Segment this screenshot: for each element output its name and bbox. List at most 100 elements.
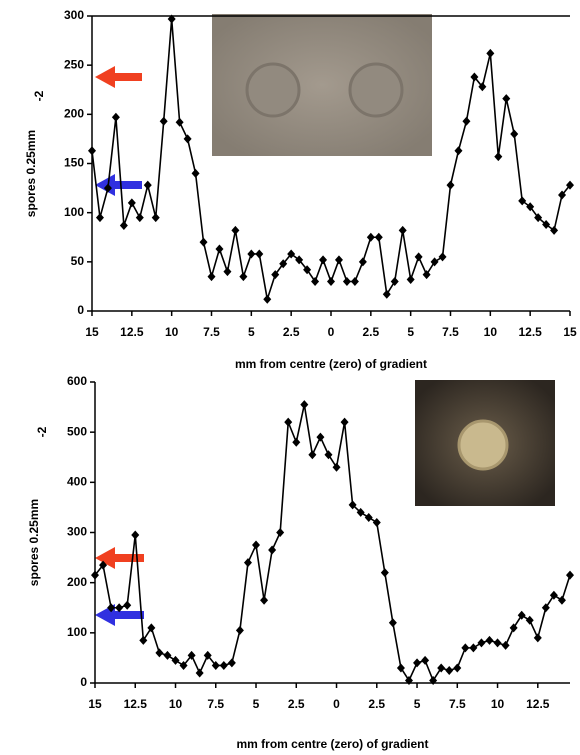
data-point — [485, 635, 494, 645]
data-point — [566, 570, 574, 580]
data-point — [239, 272, 248, 282]
y-tick-label: 400 — [67, 475, 87, 489]
y-tick-label: 500 — [67, 424, 87, 438]
data-point — [470, 72, 479, 82]
data-point — [406, 275, 415, 285]
photo-inset — [415, 380, 555, 506]
data-point — [413, 658, 422, 668]
data-point — [493, 638, 502, 648]
data-point — [340, 417, 349, 427]
data-point — [139, 635, 148, 645]
y-tick-label: 50 — [71, 254, 85, 268]
x-tick-label: 12.5 — [124, 697, 148, 711]
data-point — [311, 277, 320, 286]
x-tick-label: 12.5 — [120, 325, 144, 339]
y-tick-label: 100 — [64, 205, 84, 219]
y-axis-label-superscript: -2 — [32, 90, 46, 101]
data-point — [207, 272, 216, 282]
data-point — [151, 213, 160, 223]
y-axis-label-superscript: -2 — [35, 426, 49, 437]
data-point — [366, 232, 375, 242]
data-point — [215, 244, 224, 254]
data-point — [123, 600, 132, 610]
data-point — [175, 117, 184, 127]
data-point — [95, 213, 104, 223]
data-point — [159, 116, 168, 126]
data-point — [469, 643, 478, 653]
data-point — [103, 183, 112, 193]
data-point — [284, 417, 293, 427]
photo-inset — [212, 14, 432, 156]
data-point — [334, 255, 343, 265]
data-point — [227, 658, 236, 668]
y-tick-label: 0 — [77, 303, 84, 317]
x-tick-label: 10 — [165, 325, 179, 339]
data-point — [558, 190, 567, 200]
data-point — [292, 437, 301, 447]
x-tick-label: 10 — [491, 697, 505, 711]
data-point — [398, 225, 407, 235]
y-tick-label: 300 — [67, 525, 87, 539]
data-point — [147, 623, 156, 633]
data-point — [382, 289, 391, 299]
data-point — [374, 232, 383, 242]
data-point — [390, 277, 399, 286]
data-point — [199, 237, 208, 247]
data-point — [268, 545, 277, 555]
x-tick-label: 2.5 — [288, 697, 305, 711]
data-point — [243, 558, 252, 568]
data-point — [510, 129, 519, 139]
data-point — [143, 180, 152, 190]
data-point — [115, 603, 124, 613]
data-point — [422, 270, 431, 280]
data-point — [183, 134, 192, 144]
data-point — [247, 249, 256, 259]
data-point — [534, 213, 543, 223]
x-tick-label: 2.5 — [368, 697, 385, 711]
x-tick-label: 0 — [328, 325, 335, 339]
data-point — [437, 663, 446, 673]
data-point — [364, 512, 373, 522]
data-point — [342, 277, 351, 286]
arrow — [95, 174, 142, 196]
x-axis-label: mm from centre (zero) of gradient — [235, 357, 427, 371]
data-point — [252, 540, 261, 550]
data-point — [231, 225, 240, 235]
data-point — [163, 650, 172, 660]
data-point — [550, 225, 559, 235]
data-point — [478, 82, 487, 92]
y-axis-label: spores 0.25mm — [27, 499, 41, 586]
data-point — [219, 660, 228, 670]
data-point — [135, 213, 144, 223]
data-point — [276, 528, 285, 537]
data-point — [461, 643, 470, 653]
data-point — [332, 462, 341, 472]
data-point — [271, 270, 280, 280]
y-tick-label: 300 — [64, 8, 84, 22]
data-point — [191, 168, 200, 178]
data-point — [517, 610, 526, 620]
data-point — [380, 568, 389, 578]
data-point — [223, 267, 232, 277]
y-tick-label: 200 — [64, 107, 84, 121]
data-point — [446, 180, 455, 190]
data-point — [111, 112, 120, 122]
data-point — [327, 277, 335, 286]
data-point — [445, 665, 454, 675]
data-point — [453, 663, 462, 673]
data-point — [287, 249, 296, 259]
data-point — [308, 450, 317, 460]
y-tick-label: 0 — [80, 675, 87, 689]
y-tick-label: 200 — [67, 575, 87, 589]
x-tick-label: 5 — [407, 325, 414, 339]
data-point — [167, 14, 176, 24]
data-point — [119, 220, 128, 230]
data-point — [255, 249, 264, 259]
data-point — [502, 94, 511, 104]
data-point — [404, 675, 413, 685]
x-tick-label: 5 — [253, 697, 260, 711]
data-point — [454, 146, 463, 156]
data-point — [260, 595, 269, 605]
data-point — [91, 570, 99, 580]
